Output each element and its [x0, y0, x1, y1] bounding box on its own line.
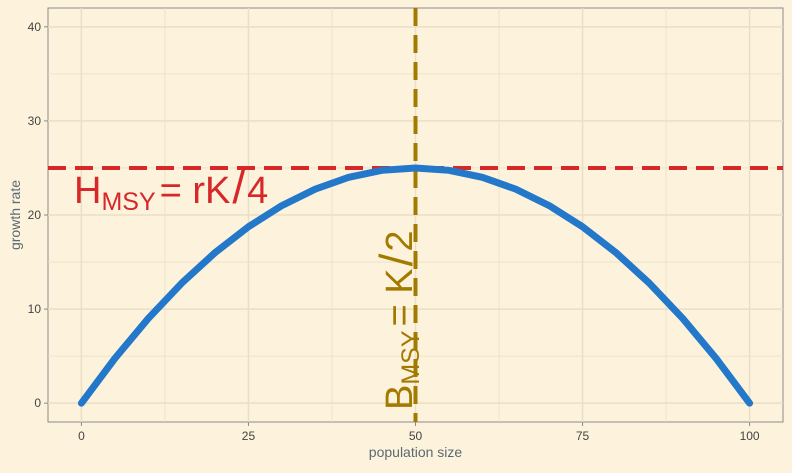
x-tick-label: 50: [409, 429, 423, 443]
y-tick-label: 10: [28, 302, 42, 316]
axes: 0 25 50 75 100 0 10 20 30 40: [28, 20, 760, 443]
x-tick-label: 0: [78, 429, 85, 443]
h-msy-annotation: HMSY = rK/4: [74, 161, 268, 216]
x-tick-label: 25: [242, 429, 256, 443]
y-tick-label: 30: [28, 114, 42, 128]
y-tick-label: 20: [28, 208, 42, 222]
x-tick-label: 100: [740, 429, 760, 443]
series-layer: [77, 164, 754, 407]
y-tick-label: 40: [28, 20, 42, 34]
x-axis-label: population size: [369, 444, 463, 460]
b-msy-annotation: BMSY= K/2: [370, 230, 425, 410]
y-tick-label: 0: [34, 396, 41, 410]
annotations: HMSY = rK/4 BMSY= K/2: [74, 161, 425, 410]
grid: [48, 8, 783, 422]
y-axis-label: growth rate: [7, 180, 23, 250]
series-line: [77, 164, 754, 407]
x-tick-label: 75: [576, 429, 590, 443]
